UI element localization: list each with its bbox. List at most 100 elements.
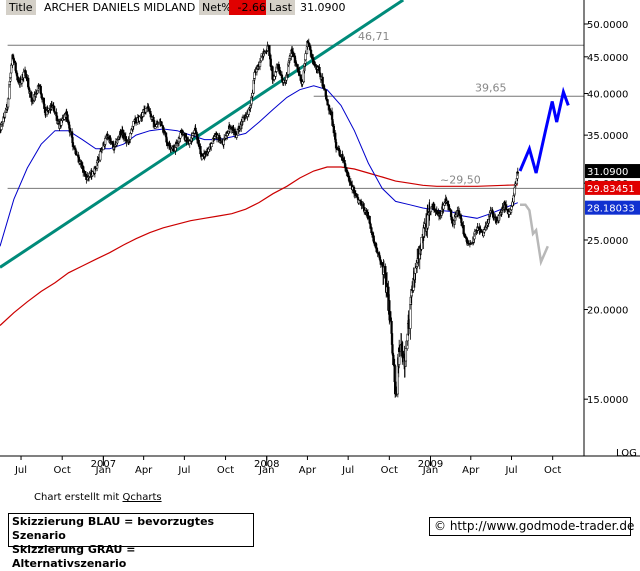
candle xyxy=(16,73,19,82)
price-badge-label: 31.0900 xyxy=(587,167,628,178)
candle xyxy=(326,98,329,106)
chart-credit-prefix: Chart erstellt mit xyxy=(34,492,120,503)
candle xyxy=(479,228,483,233)
candle xyxy=(420,236,423,252)
y-tick-label: 35.0000 xyxy=(587,131,628,142)
candle xyxy=(513,187,516,195)
candle xyxy=(251,89,254,99)
candle xyxy=(483,227,486,234)
x-tick-label: Oct xyxy=(54,465,71,476)
candle xyxy=(163,129,166,134)
candle xyxy=(104,135,107,149)
y-tick-label: 25.0000 xyxy=(587,236,628,247)
candle xyxy=(392,353,395,367)
candle xyxy=(125,139,129,145)
candle xyxy=(13,57,16,63)
candle xyxy=(354,190,357,198)
candle xyxy=(295,60,298,67)
candle xyxy=(132,121,135,130)
net-change-value: -2.66 xyxy=(229,0,269,15)
candle xyxy=(207,146,210,154)
candle xyxy=(141,109,144,119)
candle xyxy=(511,198,514,208)
candle xyxy=(235,131,238,140)
candle xyxy=(298,66,301,77)
candle xyxy=(504,200,508,211)
candle xyxy=(241,114,245,123)
candle xyxy=(442,202,445,214)
candle xyxy=(385,272,389,298)
last-price-label: Last xyxy=(266,0,295,15)
candle xyxy=(516,167,519,176)
candle xyxy=(3,110,7,120)
candle xyxy=(122,129,126,142)
price-badge-label: 29.83451 xyxy=(587,184,635,195)
candle xyxy=(498,211,502,220)
x-tick-label: Jul xyxy=(14,465,27,476)
candle xyxy=(454,214,458,220)
scenario-gray-path xyxy=(520,203,549,267)
x-tick-label: Jan xyxy=(95,465,111,476)
candle xyxy=(197,141,201,150)
reference-label-0: 46,71 xyxy=(358,30,390,43)
candle xyxy=(414,262,417,283)
candle xyxy=(60,118,63,128)
reference-label-1: 39,65 xyxy=(475,81,507,94)
x-tick-label: Apr xyxy=(462,465,480,476)
candle xyxy=(154,123,157,129)
candle xyxy=(35,90,38,98)
candle xyxy=(514,181,517,188)
candle xyxy=(285,72,289,78)
candle xyxy=(100,147,104,154)
ma-long-line xyxy=(0,166,518,326)
reference-label-2: ~29,50 xyxy=(440,173,481,186)
candle xyxy=(147,106,151,113)
y-tick-label: 50.0000 xyxy=(587,20,628,31)
source-url[interactable]: © http://www.godmode-trader.de xyxy=(429,517,634,536)
title-value: ARCHER DANIELS MIDLAND CO xyxy=(41,0,219,15)
candle xyxy=(436,210,439,216)
candle xyxy=(404,340,408,367)
candle xyxy=(248,106,251,111)
trendline-layer xyxy=(0,0,405,269)
scenario-legend: Skizzierung BLAU = bevorzugtes Szenario … xyxy=(8,513,254,570)
candle xyxy=(448,205,451,212)
candle xyxy=(72,145,75,149)
price-badge-label: 28.18033 xyxy=(587,204,635,215)
last-price-value: 31.0900 xyxy=(297,0,349,15)
candle xyxy=(273,75,276,82)
candle xyxy=(432,202,436,213)
candle xyxy=(179,129,182,143)
source-url-text: http://www.godmode-trader.de xyxy=(449,519,635,533)
candle xyxy=(304,50,307,62)
candle xyxy=(113,146,116,151)
year-label: 2008 xyxy=(254,459,279,470)
x-tick-label: Jan xyxy=(258,465,274,476)
candle xyxy=(335,145,339,150)
candle xyxy=(116,136,119,142)
candle xyxy=(464,234,467,239)
year-label: 2007 xyxy=(91,459,116,470)
candle xyxy=(94,166,97,172)
x-tick-label: Oct xyxy=(217,465,234,476)
y-tick-label: 40.0000 xyxy=(587,90,628,101)
candle xyxy=(389,310,392,322)
candle xyxy=(25,76,29,81)
candle xyxy=(38,84,41,87)
qcharts-link[interactable]: Qcharts xyxy=(122,492,162,503)
scenario-layer xyxy=(518,86,570,267)
candle xyxy=(313,63,317,67)
reference-lines: 46,71 39,65 ~29,50 xyxy=(7,30,584,189)
candle xyxy=(348,177,351,186)
x-tick-label: Oct xyxy=(544,465,561,476)
price-badge-ma_short xyxy=(585,200,640,215)
chart-credit: Chart erstellt mit Qcharts xyxy=(34,492,162,503)
y-tick-label: 15.0000 xyxy=(587,395,628,406)
candle xyxy=(323,84,326,91)
candle xyxy=(288,53,292,61)
candle xyxy=(401,341,404,363)
candle xyxy=(188,139,191,148)
candle xyxy=(191,131,195,137)
candle xyxy=(201,154,204,160)
